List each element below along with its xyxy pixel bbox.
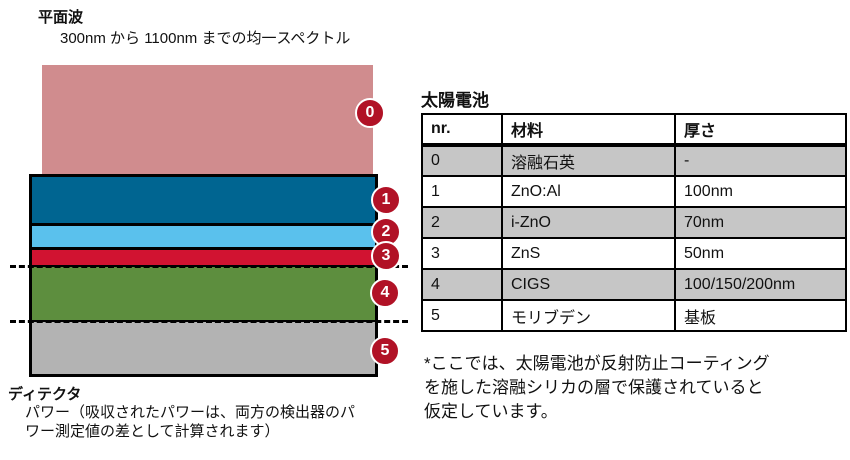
- layer-3-zns-rect: [32, 247, 375, 265]
- cell-thickness: 100nm: [674, 175, 847, 208]
- materials-table: nr. 材料 厚さ 0 溶融石英 - 1 ZnO:Al 100nm 2: [421, 113, 847, 332]
- table-row: 3 ZnS 50nm: [421, 237, 847, 270]
- cell-material: モリブデン: [501, 299, 676, 332]
- marker-3: 3: [371, 241, 401, 271]
- header-material: 材料: [501, 113, 676, 147]
- cell-thickness: 50nm: [674, 237, 847, 270]
- cell-nr: 4: [421, 268, 503, 301]
- layer-1-zno-al-rect: [32, 177, 375, 223]
- cell-nr: 0: [421, 144, 503, 177]
- detector-description-line2: ワー測定値の差として計算されます）: [25, 423, 280, 440]
- cell-nr: 5: [421, 299, 503, 332]
- layer-2-i-zno-rect: [32, 223, 375, 247]
- table-row: 5 モリブデン 基板: [421, 299, 847, 332]
- marker-4: 4: [370, 278, 400, 308]
- monitor-dashed-line-bottom: [10, 320, 408, 323]
- plane-wave-subtitle: 300nm から 1100nm までの均一スペクトル: [60, 30, 351, 47]
- table-row: 0 溶融石英 -: [421, 144, 847, 177]
- layer-0-fused-silica-rect: [42, 65, 373, 174]
- cell-material: 溶融石英: [501, 144, 676, 177]
- footnote: *ここでは、太陽電池が反射防止コーティング を施した溶融シリカの層で保護されてい…: [424, 352, 844, 424]
- solar-cell-title: 太陽電池: [421, 91, 489, 110]
- cell-thickness: 基板: [674, 299, 847, 332]
- footnote-line2: を施した溶融シリカの層で保護されていると: [424, 378, 764, 397]
- layer-5-molybdenum-rect: [32, 320, 375, 374]
- cell-nr: 2: [421, 206, 503, 239]
- cell-material: i-ZnO: [501, 206, 676, 239]
- footnote-line1: *ここでは、太陽電池が反射防止コーティング: [424, 354, 770, 373]
- materials-table-container: nr. 材料 厚さ 0 溶融石英 - 1 ZnO:Al 100nm 2: [421, 113, 847, 332]
- monitor-dashed-line-top: [10, 265, 408, 268]
- marker-0: 0: [355, 98, 385, 128]
- header-nr: nr.: [421, 113, 503, 147]
- detector-title: ディテクタ: [8, 386, 82, 403]
- footnote-line3: 仮定しています。: [424, 402, 558, 421]
- header-thickness: 厚さ: [674, 113, 847, 147]
- table-row: 4 CIGS 100/150/200nm: [421, 268, 847, 301]
- table-header-row: nr. 材料 厚さ: [421, 113, 847, 147]
- cell-material: CIGS: [501, 268, 676, 301]
- layer-4-cigs-rect: [32, 265, 375, 320]
- marker-5: 5: [370, 336, 400, 366]
- cell-material: ZnO:Al: [501, 175, 676, 208]
- detector-description-line1: パワー（吸収されたパワーは、両方の検出器のパ: [25, 404, 356, 421]
- layer-stack: [29, 174, 378, 377]
- table-row: 2 i-ZnO 70nm: [421, 206, 847, 239]
- cell-thickness: -: [674, 144, 847, 177]
- cell-nr: 3: [421, 237, 503, 270]
- cell-thickness: 100/150/200nm: [674, 268, 847, 301]
- cell-material: ZnS: [501, 237, 676, 270]
- marker-1: 1: [371, 185, 401, 215]
- cell-thickness: 70nm: [674, 206, 847, 239]
- cell-nr: 1: [421, 175, 503, 208]
- plane-wave-title: 平面波: [38, 9, 84, 26]
- table-row: 1 ZnO:Al 100nm: [421, 175, 847, 208]
